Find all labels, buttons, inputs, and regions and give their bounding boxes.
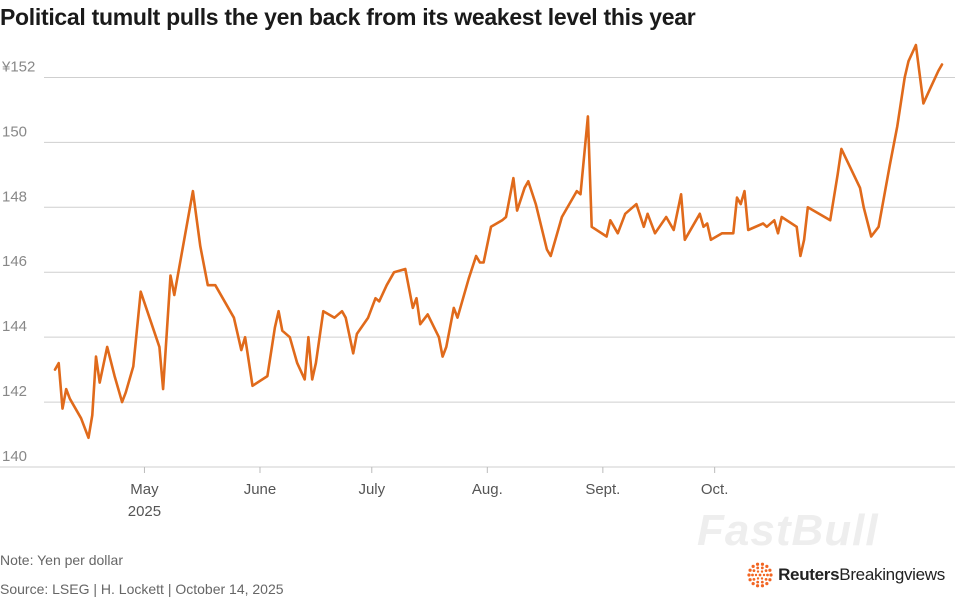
brand-logo-lockup: Reuters Breakingviews [747,562,945,588]
y-tick-label: ¥152 [1,58,35,75]
x-tick-sublabel: 2025 [128,503,161,520]
brand-name-light: Breakingviews [839,565,945,584]
grid-lines [0,76,955,468]
chart-title: Political tumult pulls the yen back from… [0,4,696,30]
x-tick-label: July [358,481,385,498]
x-tick-label: Sept. [585,481,620,498]
y-tick-label: 140 [2,448,27,465]
y-tick-label: 146 [2,253,27,270]
x-tick-label: Aug. [472,481,503,498]
y-tick-label: 144 [2,318,27,335]
x-tick-label: Oct. [701,481,729,498]
y-tick-label: 150 [2,123,27,140]
reuters-logo-icon [747,562,773,588]
x-tick-label: June [244,481,277,498]
x-axis-ticks: May 2025 June July Aug. Sept. Oct. [128,467,729,520]
series-line [53,43,944,440]
y-tick-label: 148 [2,188,27,205]
brand-name-bold: Reuters [778,565,840,584]
chart-source: Source: LSEG | H. Lockett | October 14, … [0,581,284,597]
chart-note: Note: Yen per dollar [0,552,123,568]
watermark: FastBull [697,506,879,555]
y-axis-ticks: 140 142 144 146 148 150 ¥152 [1,58,35,465]
x-tick-label: May [130,481,159,498]
y-tick-label: 142 [2,383,27,400]
